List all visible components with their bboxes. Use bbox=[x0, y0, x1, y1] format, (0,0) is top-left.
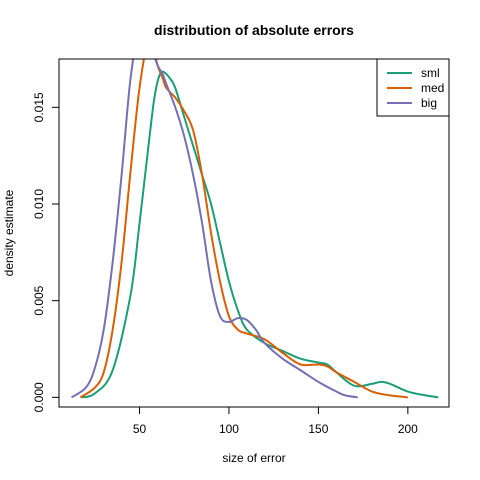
y-axis: 0.000 0.005 0.010 0.015 bbox=[32, 92, 59, 412]
y-tick-label: 0.000 bbox=[32, 382, 46, 412]
legend-label-big: big bbox=[421, 96, 437, 110]
x-tick-label: 200 bbox=[398, 422, 418, 436]
legend-label-med: med bbox=[421, 81, 444, 95]
y-tick-label: 0.005 bbox=[32, 285, 46, 315]
chart-title: distribution of absolute errors bbox=[154, 22, 354, 38]
y-tick-label: 0.015 bbox=[32, 92, 46, 122]
legend-label-sml: sml bbox=[421, 66, 440, 80]
y-axis-label: density estimate bbox=[2, 189, 16, 276]
y-tick-label: 0.010 bbox=[32, 189, 46, 219]
series-line-med bbox=[79, 59, 408, 399]
x-axis: 50 100 150 200 bbox=[133, 407, 418, 436]
plot-frame bbox=[58, 58, 450, 408]
x-tick-label: 150 bbox=[308, 422, 328, 436]
series-line-sml bbox=[80, 70, 439, 399]
x-tick-label: 100 bbox=[219, 422, 239, 436]
x-axis-label: size of error bbox=[222, 451, 285, 465]
series-line-big bbox=[70, 59, 358, 399]
series-layer bbox=[70, 59, 439, 399]
x-tick-label: 50 bbox=[133, 422, 147, 436]
